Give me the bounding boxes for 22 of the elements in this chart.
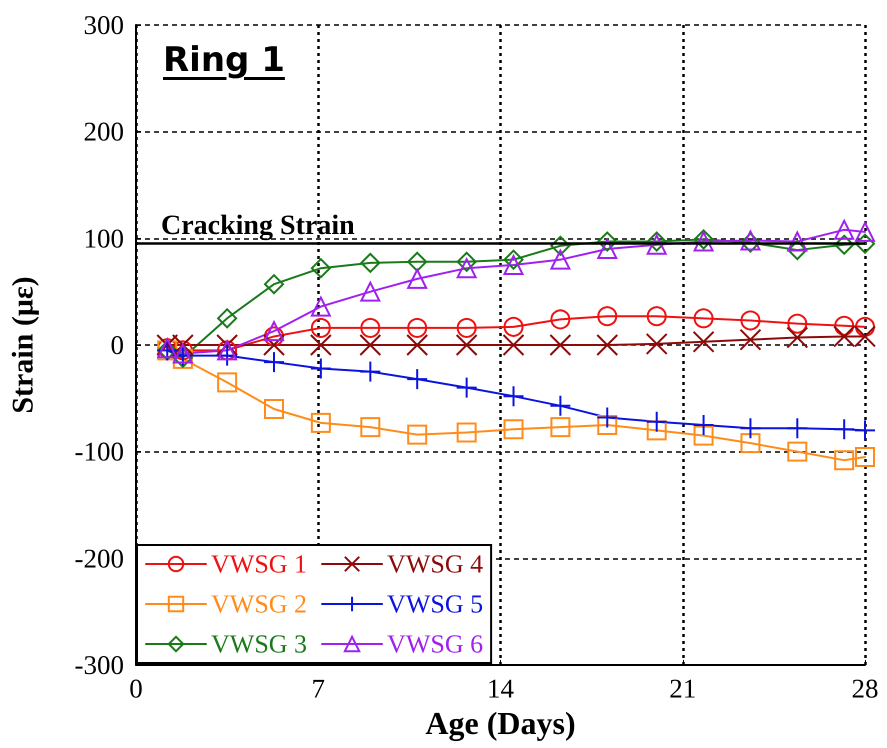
- y-axis-title: Strain (με): [6, 276, 40, 414]
- x-tick-label: 0: [129, 674, 143, 704]
- x-axis-title: Age (Days): [425, 704, 576, 742]
- y-tick-label: -200: [74, 543, 124, 574]
- y-tick-label: -100: [74, 436, 124, 467]
- y-tick-label: -300: [74, 650, 124, 680]
- x-tick-label: 14: [487, 674, 514, 704]
- x-tick-label: 7: [312, 674, 325, 704]
- ref-line-label: Cracking Strain: [161, 210, 356, 242]
- legend-label: VWSG 3: [211, 630, 308, 658]
- legend-label: VWSG 4: [387, 550, 484, 578]
- y-tick-label: 300: [84, 10, 124, 40]
- x-tick-label: 28: [852, 674, 878, 704]
- legend-label: VWSG 6: [387, 630, 484, 658]
- legend-label: VWSG 1: [211, 550, 308, 578]
- y-tick-label: 200: [84, 116, 124, 147]
- y-tick-label: 0: [110, 330, 124, 360]
- x-tick-label: 21: [669, 674, 696, 704]
- legend-label: VWSG 2: [211, 590, 308, 618]
- text: Ring 1: [163, 40, 285, 80]
- legend-label: VWSG 5: [387, 590, 484, 618]
- y-tick-label: 100: [84, 223, 124, 254]
